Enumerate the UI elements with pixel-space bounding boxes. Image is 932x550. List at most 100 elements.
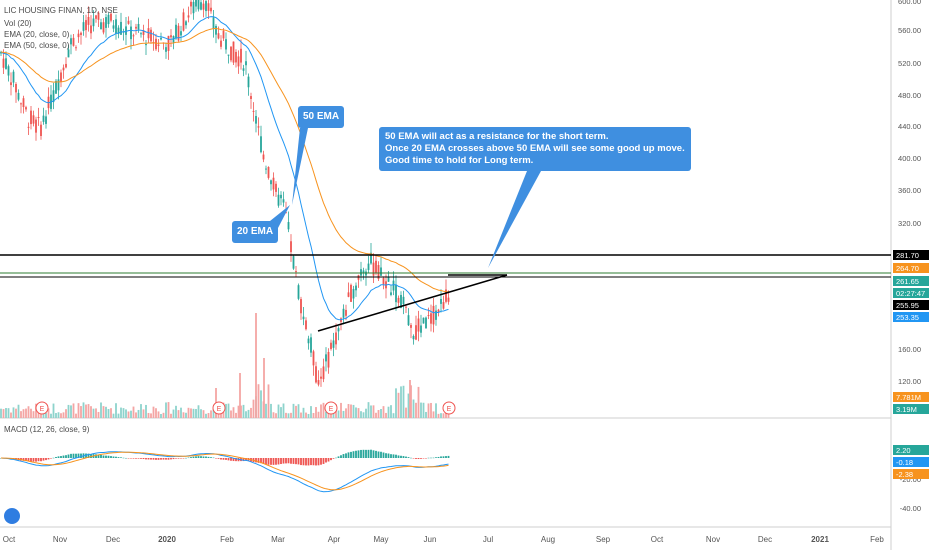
volume-bar	[45, 412, 47, 418]
volume-bar	[247, 409, 250, 418]
volume-bar	[57, 412, 60, 418]
macd-bar	[302, 458, 305, 466]
macd-bar	[310, 458, 312, 466]
candle-body	[25, 107, 27, 110]
macd-bar	[332, 458, 335, 459]
volume-bar	[12, 407, 15, 418]
volume-bar	[167, 402, 170, 418]
volume-bar	[397, 392, 400, 418]
date-tick: Mar	[271, 535, 285, 544]
earnings-event-marker	[442, 401, 456, 415]
volume-bar	[115, 403, 117, 418]
candle-body	[375, 260, 377, 273]
volume-bar	[122, 408, 125, 418]
candle-body	[352, 288, 355, 299]
volume-bar	[175, 405, 177, 418]
macd-bar	[345, 453, 347, 458]
volume-bar	[132, 406, 135, 418]
macd-bar	[175, 458, 177, 459]
volume-bar	[407, 393, 410, 418]
macd-bar	[382, 452, 385, 458]
earnings-event-label: E	[217, 406, 222, 413]
volume-bar	[370, 405, 372, 418]
macd-bar	[32, 458, 35, 462]
macd-bar	[110, 456, 112, 458]
candle-body	[210, 7, 212, 12]
volume-bar	[52, 403, 55, 418]
date-tick: Nov	[53, 535, 67, 544]
candle-body	[170, 35, 172, 38]
macd-bar	[117, 457, 120, 458]
price-tick: 360.00	[898, 186, 921, 195]
candle-body	[355, 285, 357, 291]
macd-bar	[162, 458, 165, 460]
note-line-1: 50 EMA will act as a resistance for the …	[385, 131, 609, 142]
macd-tick: -20.00	[900, 475, 921, 484]
volume-bar	[152, 406, 155, 418]
rising-trendline	[317, 274, 508, 332]
macd-bar	[402, 456, 405, 458]
date-tick: Oct	[651, 535, 664, 544]
volume-bar	[30, 408, 32, 418]
macd-bar	[397, 455, 400, 458]
candle-body	[215, 25, 217, 35]
volume-bar	[412, 399, 415, 418]
macd-bar	[342, 454, 345, 458]
candle-body	[207, 3, 210, 11]
candle-body	[397, 297, 400, 303]
macd-bar	[132, 458, 135, 459]
candle-body	[27, 126, 30, 128]
volume-bar	[135, 412, 137, 418]
candle-body	[65, 63, 67, 68]
macd-bar	[390, 454, 392, 458]
macd-badge-bg	[893, 469, 929, 479]
price-badge: 02:27:47	[896, 289, 925, 298]
candle-body	[12, 71, 15, 83]
macd-bar	[220, 458, 222, 460]
volume-bar	[180, 407, 182, 418]
macd-bar	[305, 458, 307, 466]
volume-bar	[40, 411, 42, 418]
date-tick: Sep	[596, 535, 611, 544]
candle-body	[295, 271, 297, 273]
macd-bar	[57, 456, 60, 458]
price-badge-bg	[893, 300, 929, 310]
volume-bar	[22, 409, 25, 418]
macd-histogram	[0, 449, 450, 466]
volume-bar	[117, 413, 120, 418]
macd-bar	[72, 453, 75, 458]
candle-body	[117, 27, 120, 35]
candle-body	[205, 1, 207, 12]
macd-bar	[410, 457, 412, 459]
volume-bar	[250, 407, 252, 418]
volume-bar	[277, 404, 280, 418]
volume-bar	[170, 413, 172, 418]
volume-bar	[290, 412, 292, 418]
candle-body	[265, 168, 267, 170]
macd-bar	[112, 456, 115, 458]
candle-body	[97, 12, 100, 20]
candle-body	[120, 21, 122, 35]
volume-bar	[235, 412, 237, 418]
volume-bar	[160, 413, 162, 418]
candle-body	[277, 194, 280, 206]
volume-bar	[80, 406, 82, 418]
volume-spike	[255, 313, 257, 418]
candle-body	[105, 17, 107, 28]
volume-bar	[140, 404, 142, 418]
volume-bar	[125, 409, 127, 418]
volume-bar	[320, 404, 322, 418]
macd-bar	[265, 458, 267, 465]
candle-body	[382, 277, 385, 285]
volume-bar	[392, 413, 395, 418]
earnings-event-label: E	[447, 406, 452, 413]
macd-bar	[155, 458, 157, 460]
candle-body	[165, 47, 167, 52]
macd-bar	[192, 456, 195, 458]
macd-bar	[212, 457, 215, 459]
volume-bar	[212, 409, 215, 418]
macd-bar	[422, 458, 425, 459]
candle-body	[42, 115, 45, 122]
candle-body	[155, 38, 157, 50]
